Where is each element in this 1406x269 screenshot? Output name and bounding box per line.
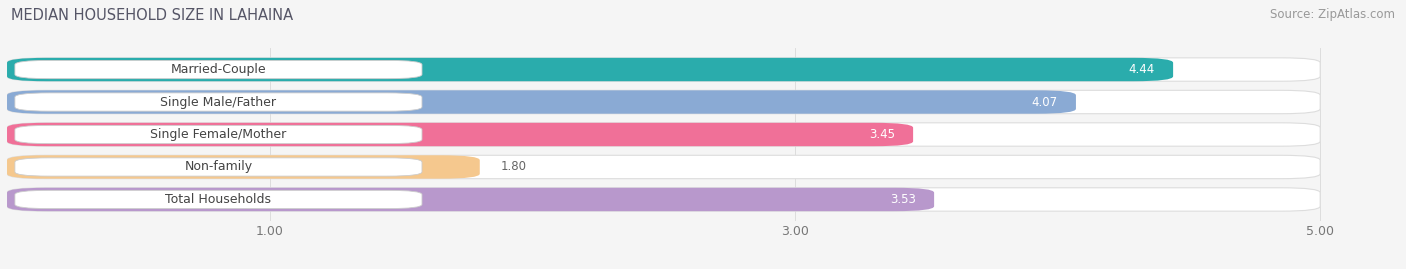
Text: 1.80: 1.80 [501,161,527,174]
FancyBboxPatch shape [7,123,1320,146]
FancyBboxPatch shape [7,155,479,179]
Text: Single Female/Mother: Single Female/Mother [150,128,287,141]
FancyBboxPatch shape [15,190,422,208]
Text: Non-family: Non-family [184,161,253,174]
FancyBboxPatch shape [15,93,422,111]
FancyBboxPatch shape [7,58,1173,81]
FancyBboxPatch shape [7,58,1320,81]
FancyBboxPatch shape [7,90,1076,114]
FancyBboxPatch shape [7,188,934,211]
FancyBboxPatch shape [7,155,1320,179]
FancyBboxPatch shape [7,123,912,146]
Text: Married-Couple: Married-Couple [170,63,266,76]
FancyBboxPatch shape [7,188,1320,211]
Text: Source: ZipAtlas.com: Source: ZipAtlas.com [1270,8,1395,21]
Text: MEDIAN HOUSEHOLD SIZE IN LAHAINA: MEDIAN HOUSEHOLD SIZE IN LAHAINA [11,8,294,23]
FancyBboxPatch shape [15,125,422,144]
Text: 3.53: 3.53 [890,193,915,206]
Text: 3.45: 3.45 [869,128,894,141]
Text: 4.44: 4.44 [1129,63,1154,76]
FancyBboxPatch shape [7,90,1320,114]
Text: 4.07: 4.07 [1032,95,1057,108]
Text: Single Male/Father: Single Male/Father [160,95,277,108]
Text: Total Households: Total Households [166,193,271,206]
FancyBboxPatch shape [15,158,422,176]
FancyBboxPatch shape [15,61,422,79]
